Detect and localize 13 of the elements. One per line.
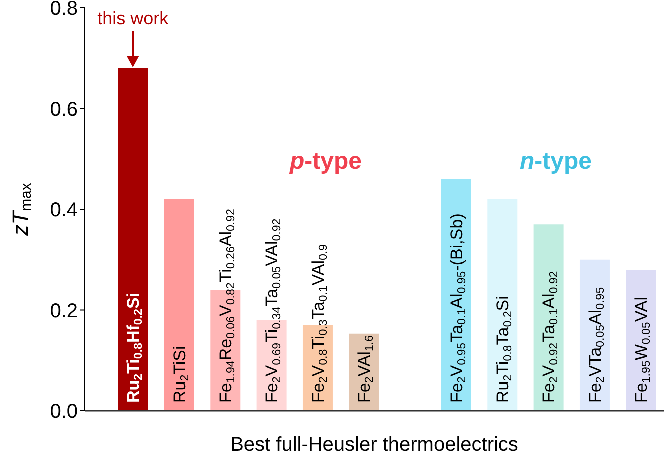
x-axis-title: Best full-Heusler thermoelectrics <box>230 434 518 453</box>
y-tick-label: 0.4 <box>50 200 78 222</box>
annotation: n-type <box>520 148 592 176</box>
bar <box>488 199 518 411</box>
y-tick-label: 0.6 <box>50 98 78 121</box>
annotation: p-type <box>290 148 362 176</box>
bar <box>118 68 148 411</box>
bar <box>534 224 564 411</box>
y-tick-label: 0.8 <box>50 0 78 20</box>
bar <box>164 199 194 411</box>
y-tick-label: 0.2 <box>50 300 78 322</box>
y-tick-label: 0.0 <box>50 401 78 424</box>
annotation: this work <box>98 8 170 28</box>
